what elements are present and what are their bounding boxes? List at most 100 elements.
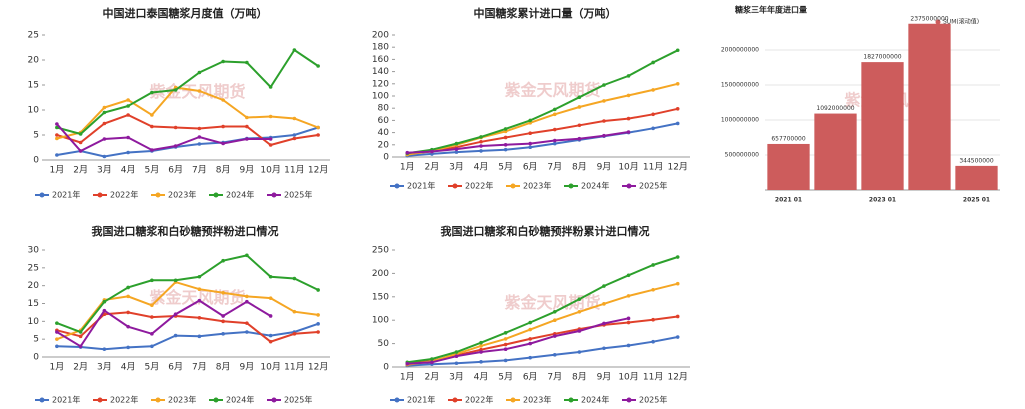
x-tick-label: 7月	[192, 362, 207, 373]
point	[552, 112, 557, 117]
point	[197, 70, 202, 75]
point	[221, 332, 225, 336]
y-tick-label: 200	[372, 31, 389, 41]
legend-dot	[452, 397, 458, 403]
point	[316, 330, 320, 334]
point	[268, 314, 273, 318]
y-tick-label: 100	[372, 92, 389, 102]
point	[292, 116, 297, 121]
x-tick-label: 10月	[618, 162, 638, 173]
legend-label: 2023年	[523, 181, 551, 191]
point	[577, 123, 582, 128]
x-tick-label: 9月	[597, 372, 612, 383]
point	[552, 334, 557, 338]
point	[245, 124, 249, 129]
y-tick-label: 10	[28, 106, 40, 116]
y-tick-label: 150	[372, 292, 389, 302]
x-tick-label: 9月	[240, 362, 255, 373]
bar	[861, 62, 904, 190]
point	[454, 150, 459, 154]
y-tick-label: 30	[28, 246, 40, 256]
x-tick-label: 11月	[284, 362, 304, 373]
point	[577, 95, 582, 100]
point	[150, 278, 154, 283]
point	[651, 317, 655, 322]
point	[626, 116, 631, 121]
y-tick-label: 10	[28, 317, 40, 327]
point	[55, 136, 59, 141]
legend-label: 2021年	[52, 190, 80, 200]
legend-dot	[271, 192, 277, 198]
point	[528, 141, 533, 146]
point	[126, 310, 130, 315]
chart-title: 中国糖浆累计进口量（万吨）	[474, 6, 617, 20]
point	[126, 98, 130, 102]
point	[454, 354, 459, 359]
point	[577, 136, 582, 141]
point	[479, 135, 483, 139]
legend-label: 2023年	[168, 190, 196, 200]
point	[528, 131, 533, 136]
point	[102, 105, 107, 110]
y-tick-label: 0	[33, 156, 39, 166]
x-tick-label: 8月	[216, 165, 231, 176]
point	[78, 132, 83, 136]
data-label: 344500000	[959, 157, 994, 164]
point	[577, 309, 582, 314]
point	[577, 297, 582, 301]
x-tick-label: 6月	[168, 165, 183, 176]
point	[197, 287, 202, 292]
x-tick-label: 12月	[667, 162, 687, 173]
x-tick-label: 6月	[523, 372, 538, 383]
data-label: 1092000000	[816, 105, 854, 112]
point	[102, 347, 107, 351]
series-line	[56, 48, 319, 136]
point	[479, 344, 483, 348]
point	[245, 299, 249, 304]
x-tick-label: 2月	[73, 165, 88, 176]
point	[316, 125, 320, 130]
point	[651, 263, 655, 267]
point	[268, 85, 273, 89]
x-tick-label: 8月	[572, 372, 587, 383]
legend-dot	[39, 192, 45, 198]
legend-label: 2024年	[226, 190, 254, 200]
point	[197, 135, 202, 139]
point	[675, 335, 680, 339]
series-line	[407, 282, 678, 366]
x-tick-label: 4月	[474, 372, 489, 383]
point	[552, 141, 557, 146]
point	[78, 344, 83, 349]
point	[528, 145, 533, 150]
point	[197, 89, 202, 93]
y-tick-label: 15	[28, 299, 39, 309]
point	[454, 147, 459, 151]
point	[126, 135, 130, 140]
data-label: 657700000	[771, 135, 806, 142]
series-line	[407, 82, 678, 156]
x-tick-label: 1月	[50, 165, 65, 176]
bar	[814, 113, 857, 190]
x-tick-label: 3月	[97, 362, 112, 373]
point	[552, 309, 557, 314]
legend-label: 2022年	[110, 190, 138, 200]
legend-label: 2021年	[407, 181, 435, 191]
x-tick-label: 5月	[145, 165, 160, 176]
point	[221, 314, 225, 318]
legend-dot	[97, 397, 103, 403]
point	[55, 337, 59, 341]
point	[479, 139, 483, 144]
legend-dot	[452, 183, 458, 189]
point	[102, 137, 107, 141]
point	[268, 143, 273, 147]
y-tick-label: 25	[28, 263, 39, 273]
x-tick-label: 1月	[400, 372, 415, 383]
series-line	[407, 49, 679, 155]
y-tick-label: 0	[33, 353, 39, 363]
y-tick-label: 0	[383, 153, 389, 163]
bar	[955, 165, 998, 190]
point	[126, 324, 130, 329]
point	[602, 302, 606, 306]
point	[479, 149, 483, 153]
point	[292, 309, 297, 314]
